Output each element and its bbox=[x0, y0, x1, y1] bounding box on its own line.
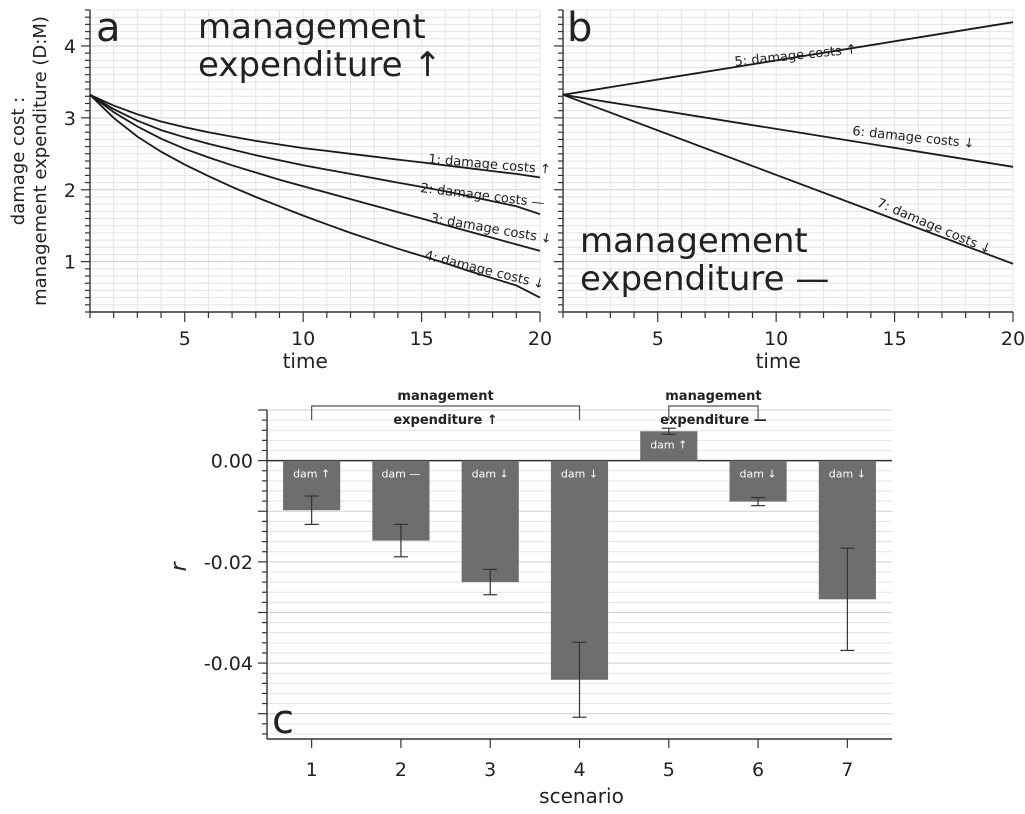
bar-5 bbox=[640, 431, 698, 461]
x-tick-label: 15 bbox=[882, 328, 906, 350]
y-axis-title: r bbox=[167, 560, 192, 571]
x-tick-label: 15 bbox=[409, 328, 433, 350]
y-tick-label: 2 bbox=[64, 180, 76, 202]
y-tick-label: 0.00 bbox=[211, 451, 253, 473]
bar-label-2: dam — bbox=[381, 468, 420, 481]
group-bracket-1 bbox=[311, 405, 581, 420]
group-label-2-line1: management bbox=[665, 389, 761, 404]
group-label-1-line2: expenditure ↑ bbox=[393, 413, 497, 428]
series-label-3: 7: damage costs ↓ bbox=[874, 196, 993, 258]
x-tick-label: 20 bbox=[528, 328, 552, 350]
panel-c: 0.00 -0.02 -0.04 r 1 2 3 4 5 6 7 scenario dam ↑ dam —… bbox=[167, 389, 892, 808]
x-tick-label: 2 bbox=[395, 759, 407, 781]
x-axis-title: time bbox=[756, 349, 801, 373]
y-tick-label: 3 bbox=[64, 108, 76, 130]
x-tick-label: 3 bbox=[484, 759, 496, 781]
bar-3 bbox=[461, 460, 519, 583]
series-label-2: 2: damage costs — bbox=[420, 181, 546, 211]
bar-label-7: dam ↓ bbox=[829, 468, 866, 481]
annotation-line1: management bbox=[580, 221, 808, 261]
y-axis-title-line2: management expenditure (D:M) bbox=[30, 16, 51, 306]
group-label-1-line1: management bbox=[397, 389, 493, 404]
x-tick-label: 10 bbox=[764, 328, 788, 350]
annotation-line2: expenditure ↑ bbox=[198, 45, 442, 85]
y-tick-label: 4 bbox=[64, 36, 76, 58]
group-bracket-2 bbox=[668, 405, 759, 420]
y-tick-label: -0.02 bbox=[204, 552, 253, 574]
x-tick-label: 6 bbox=[752, 759, 764, 781]
bar-label-5: dam ↑ bbox=[650, 438, 687, 451]
bar-label-1: dam ↑ bbox=[293, 468, 330, 481]
x-axis-title: time bbox=[283, 349, 328, 373]
annotation-line2: expenditure — bbox=[580, 259, 829, 299]
x-tick-label: 20 bbox=[1001, 328, 1025, 350]
x-tick-label: 5 bbox=[652, 328, 664, 350]
panel-letter: b bbox=[567, 5, 592, 51]
series-line-4 bbox=[89, 94, 541, 299]
x-tick-label: 1 bbox=[306, 759, 318, 781]
series-line-1 bbox=[89, 93, 541, 179]
series-label-2: 6: damage costs ↓ bbox=[852, 124, 976, 152]
group-label-2-line2: expenditure — bbox=[660, 413, 767, 428]
panel-letter: c bbox=[272, 697, 294, 743]
y-tick-label: -0.04 bbox=[204, 653, 253, 675]
x-tick-label: 7 bbox=[841, 759, 853, 781]
x-tick-label: 5 bbox=[179, 328, 191, 350]
panel-letter: a bbox=[96, 5, 121, 51]
series-line-1 bbox=[562, 21, 1014, 96]
x-tick-label: 4 bbox=[573, 759, 585, 781]
series-line-3 bbox=[562, 93, 1014, 265]
series-label-3: 3: damage costs ↓ bbox=[429, 211, 553, 247]
y-tick-label: 1 bbox=[64, 252, 76, 274]
series-label-1: 1: damage costs ↑ bbox=[428, 152, 552, 178]
bar-6 bbox=[729, 460, 787, 502]
bar-label-3: dam ↓ bbox=[472, 468, 509, 481]
series-line-2 bbox=[562, 93, 1014, 168]
series-line-2 bbox=[89, 94, 541, 216]
x-axis-title: scenario bbox=[539, 784, 624, 808]
x-tick-label: 10 bbox=[291, 328, 315, 350]
series-line-3 bbox=[89, 94, 541, 252]
y-axis-title-line1: damage cost : bbox=[8, 97, 29, 225]
annotation-line1: management bbox=[198, 7, 426, 47]
bar-label-6: dam ↓ bbox=[739, 468, 776, 481]
bar-label-4: dam ↓ bbox=[561, 468, 598, 481]
x-tick-label: 5 bbox=[663, 759, 675, 781]
